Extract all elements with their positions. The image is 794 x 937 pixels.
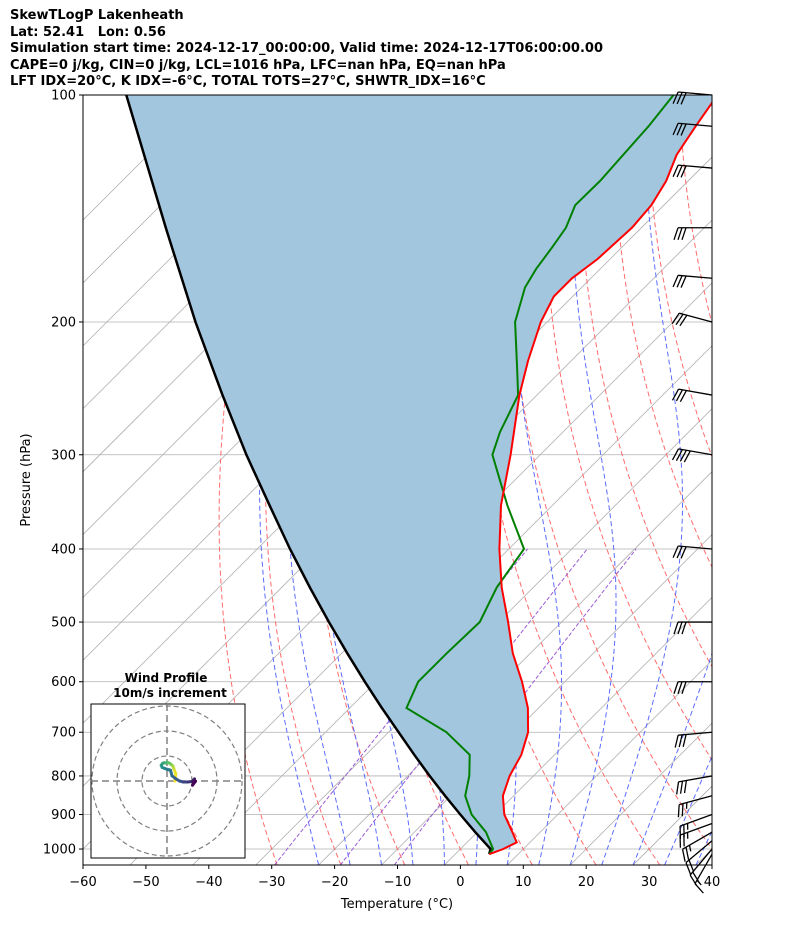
chart-header: SkewTLogP Lakenheath Lat: 52.41 Lon: 0.5… (10, 8, 603, 91)
isotherm-line (759, 95, 794, 865)
y-tick-label: 1000 (43, 843, 76, 858)
isotherm-line (129, 282, 712, 865)
x-tick-label: −10 (384, 875, 411, 890)
x-tick-label: 0 (456, 875, 464, 890)
y-tick-label: 600 (51, 675, 76, 690)
wind-barb (676, 775, 713, 795)
x-tick-label: −30 (258, 875, 285, 890)
wind-barb (681, 831, 713, 862)
wind-barb (671, 448, 713, 463)
x-tick-label: 20 (578, 875, 595, 890)
x-tick-label: 10 (515, 875, 532, 890)
dry-adiabat-line (218, 95, 289, 865)
wind-barb (673, 621, 712, 635)
y-tick-label: 700 (51, 726, 76, 741)
hodograph-subtitle: 10m/s increment (113, 686, 227, 700)
chart-title: SkewTLogP Lakenheath (10, 8, 184, 23)
wind-barb (672, 164, 713, 178)
temperature-line (488, 101, 712, 856)
hodograph-title: Wind Profile (125, 671, 208, 685)
isotherm-line (507, 659, 712, 865)
y-tick-label: 200 (51, 315, 76, 330)
parcel-profile-line (125, 95, 492, 855)
dewpoint-line (405, 95, 675, 855)
time-line: Simulation start time: 2024-12-17_00:00:… (10, 41, 603, 56)
wind-barb (677, 795, 713, 818)
x-tick-label: −40 (195, 875, 222, 890)
y-tick-label: 900 (51, 808, 76, 823)
wind-barb (673, 681, 712, 694)
y-tick-label: 400 (51, 542, 76, 557)
moist-adiabat-line (601, 95, 683, 865)
moist-adiabat-line (664, 755, 712, 865)
dry-adiabat-line (544, 95, 712, 761)
dry-adiabat-line (579, 95, 712, 668)
isotherm-line (695, 848, 712, 865)
moist-adiabat-line (632, 652, 712, 865)
dry-adiabat-line (777, 95, 794, 865)
x-tick-label: −50 (132, 875, 159, 890)
moist-adiabat-line (695, 829, 712, 865)
hodograph-segment (191, 779, 197, 787)
moist-adiabat-line (569, 95, 617, 865)
dry-adiabat-line (646, 95, 712, 459)
cape-line: CAPE=0 j/kg, CIN=0 j/kg, LCL=1016 hPa, L… (10, 57, 506, 73)
dry-adiabat-line (679, 95, 712, 326)
x-tick-label: 30 (641, 875, 658, 890)
isotherm-line (83, 95, 272, 284)
x-axis-label: Temperature (°C) (340, 897, 453, 912)
wind-barb (671, 312, 713, 327)
wind-barb (672, 274, 713, 288)
location-line: Lat: 52.41 Lon: 0.56 (10, 24, 166, 40)
x-tick-label: −60 (69, 875, 96, 890)
y-tick-label: 300 (51, 448, 76, 463)
isotherm-line (255, 408, 712, 865)
x-tick-label: −20 (321, 875, 348, 890)
dry-adiabat-line (711, 95, 712, 102)
wind-barb (672, 545, 713, 559)
x-tick-label: 40 (704, 875, 721, 890)
isotherm-line (632, 785, 712, 865)
dry-adiabat-line (745, 95, 794, 865)
indices-line: LFT IDX=20°C, K IDX=-6°C, TOTAL TOTS=27°… (10, 74, 486, 89)
dry-adiabat-line (508, 95, 712, 850)
moist-adiabat-line (510, 95, 563, 865)
isotherm-line (444, 596, 712, 865)
hodograph-plot (91, 704, 245, 858)
wind-barb (674, 731, 713, 748)
y-tick-label: 500 (51, 616, 76, 631)
cin-shaded-area (126, 95, 712, 855)
y-axis-label: Pressure (hPa) (19, 433, 34, 526)
wind-barb (673, 227, 712, 240)
wind-barb (672, 122, 713, 136)
wind-barb (679, 813, 713, 839)
y-tick-label: 800 (51, 769, 76, 784)
dry-adiabat-line (264, 95, 342, 865)
isotherm-line (569, 722, 712, 865)
y-tick-label: 100 (51, 89, 76, 104)
wind-barb (671, 388, 713, 402)
